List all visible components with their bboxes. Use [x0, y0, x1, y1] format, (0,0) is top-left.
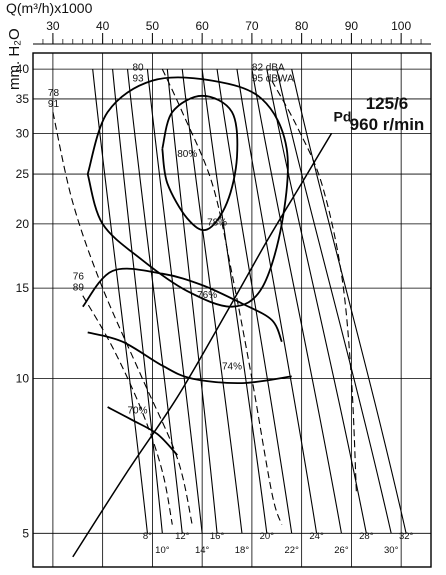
plot-frame	[32, 52, 432, 568]
x-tick-label: 50	[146, 19, 160, 33]
x-tick-label: 40	[96, 19, 110, 33]
blade-angle-curve	[146, 69, 203, 534]
noise-label-dbwa: 89	[73, 282, 85, 293]
efficiency-label: 74%	[222, 362, 242, 373]
blade-angle-label: 16°	[210, 531, 225, 542]
x-tick-label: 100	[391, 19, 411, 33]
noise-label-dba: 76	[73, 271, 85, 282]
blade-angle-curve	[236, 69, 318, 534]
blade-angle-curve	[181, 69, 243, 534]
y-axis-label: mm. H₂O	[6, 28, 23, 90]
blade-angle-curve	[291, 69, 407, 534]
blade-angle-label: 22°	[285, 545, 300, 556]
blade-angle-curve	[166, 69, 218, 534]
y-tick-label: 40	[16, 62, 30, 76]
blade-angle-curve	[266, 69, 367, 534]
x-tick-label: 90	[345, 19, 359, 33]
y-tick-label: 20	[16, 217, 30, 231]
blade-angle-curve	[216, 69, 293, 534]
chart-title-speed: 960 r/min	[350, 115, 425, 134]
blade-angle-curves	[92, 69, 407, 534]
y-tick-label: 35	[16, 92, 30, 106]
blade-angle-curve	[126, 69, 183, 534]
x-axis-label: Q(m³/h)x1000	[6, 0, 93, 16]
pd-curve-label: Pd	[334, 108, 352, 124]
blade-angle-label: 18°	[235, 545, 250, 556]
noise-curve	[161, 68, 283, 525]
efficiency-label: 76%	[197, 290, 217, 301]
blade-angle-curve	[201, 69, 268, 534]
noise-label-dbwa: 93	[133, 73, 145, 84]
grid	[33, 53, 431, 567]
blade-angle-curve	[251, 69, 342, 534]
pd-curve	[72, 133, 333, 558]
efficiency-label: 78%	[207, 218, 227, 229]
blade-angle-label: 20°	[260, 531, 275, 542]
y-tick-label: 30	[16, 126, 30, 140]
noise-label-dba: 80	[133, 62, 145, 73]
blade-angle-curve	[276, 69, 392, 534]
blade-angle-label: 32°	[399, 531, 414, 542]
x-tick-label: 60	[195, 19, 209, 33]
efficiency-contour	[107, 406, 178, 456]
noise-curve	[271, 80, 357, 493]
blade-angle-label: 14°	[195, 545, 210, 556]
blade-angle-curve	[92, 69, 148, 534]
blade-angle-label: 8°	[143, 531, 152, 542]
blade-angle-curve	[112, 69, 163, 534]
blade-angle-label: 30°	[384, 545, 399, 556]
chart-title-model: 125/6	[366, 94, 409, 113]
efficiency-contour	[82, 267, 283, 343]
blade-angle-label: 10°	[155, 545, 170, 556]
blade-angle-label: 12°	[175, 531, 190, 542]
x-tick-label: 80	[295, 19, 309, 33]
y-tick-labels: 5 10 15 20 25 30 35 40	[16, 62, 30, 540]
y-tick-label: 5	[22, 526, 29, 540]
noise-label-dba: 82 dBA	[252, 62, 285, 73]
y-tick-label: 10	[16, 372, 30, 386]
efficiency-label: 80%	[177, 149, 197, 160]
noise-curves	[52, 68, 357, 525]
efficiency-contours	[82, 76, 292, 456]
x-tick-label: 70	[245, 19, 259, 33]
noise-label-dbwa: 95 dBWA	[252, 73, 294, 84]
blade-angle-label: 26°	[334, 545, 349, 556]
noise-curve	[82, 295, 173, 525]
noise-label-dbwa: 91	[48, 99, 60, 110]
y-tick-label: 25	[16, 167, 30, 181]
efficiency-label: 70%	[127, 406, 147, 417]
blade-angle-label: 28°	[359, 531, 374, 542]
x-tick-labels: 30 40 50 60 70 80 90 100	[33, 19, 431, 45]
x-tick-label: 30	[46, 19, 60, 33]
blade-angle-label: 24°	[309, 531, 324, 542]
pd-line	[72, 133, 333, 558]
y-tick-label: 15	[16, 281, 30, 295]
chart-labels: 8°10° 12° 14°16° 18° 20° 22° 24° 26° 28° 30°32° 80…	[48, 62, 414, 556]
noise-curve	[52, 111, 193, 525]
noise-label-dba: 78	[48, 88, 60, 99]
